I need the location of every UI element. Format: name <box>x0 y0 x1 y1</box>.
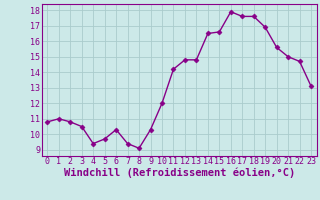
X-axis label: Windchill (Refroidissement éolien,°C): Windchill (Refroidissement éolien,°C) <box>64 168 295 178</box>
